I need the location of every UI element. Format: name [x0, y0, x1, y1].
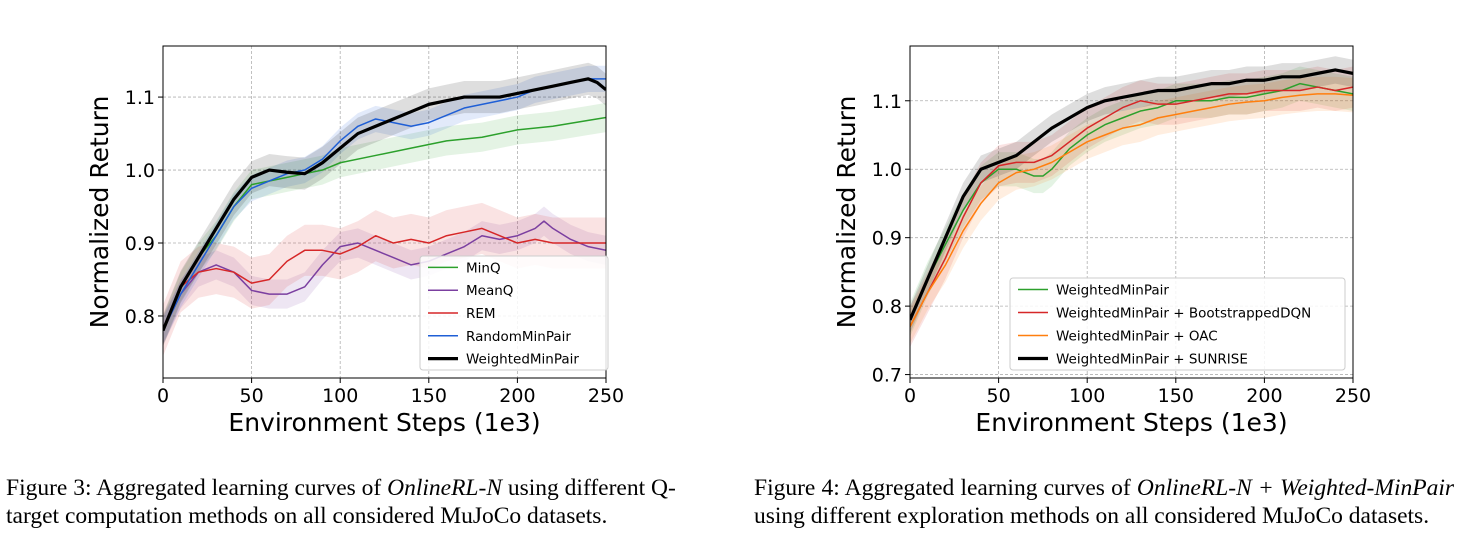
plot-area [163, 62, 606, 357]
plot-area [910, 56, 1353, 348]
legend-label-weightedminpair-bootstrappeddqn: WeightedMinPair + BootstrappedDQN [1056, 306, 1311, 322]
confidence-band-minq [163, 102, 606, 346]
series-line-weightedminpair [163, 77, 606, 332]
figure-3-caption: Figure 3: Aggregated learning curves of … [6, 474, 726, 530]
confidence-band-weightedminpair [910, 66, 1353, 337]
y-tick-label: 1.1 [872, 91, 902, 113]
x-tick-label: 100 [1069, 385, 1105, 407]
confidence-band-weightedminpair-oac [910, 76, 1353, 344]
figure-4-caption: Figure 4: Aggregated learning curves of … [754, 474, 1454, 530]
legend-label-minq: MinQ [466, 260, 501, 276]
x-axis-label: Environment Steps (1e3) [975, 408, 1287, 437]
y-tick-label: 1.0 [872, 159, 902, 181]
legend-label-weightedminpair-sunrise: WeightedMinPair + SUNRISE [1056, 352, 1248, 368]
legend-label-weightedminpair-oac: WeightedMinPair + OAC [1056, 329, 1218, 345]
series-line-weightedminpair [910, 82, 1353, 321]
x-tick-label: 150 [1158, 385, 1194, 407]
confidence-band-weightedminpair-sunrise [910, 56, 1353, 334]
y-tick-label: 1.0 [125, 160, 155, 182]
figure-3-caption-method: OnlineRL-N [387, 475, 502, 501]
axes-frame [162, 45, 607, 379]
x-tick-label: 200 [499, 385, 535, 407]
y-tick-label: 0.8 [872, 296, 902, 318]
legend-box [1009, 277, 1346, 371]
legend-label-weightedminpair: WeightedMinPair [1056, 283, 1169, 299]
x-tick-label: 250 [588, 385, 624, 407]
series-line-weightedminpair-sunrise [910, 68, 1353, 321]
figure-4-chart: 0 50 100 150 200 250 0.7 0.8 0.9 1.0 1.1 Environmen… [832, 45, 1371, 437]
x-tick-label: 50 [987, 385, 1011, 407]
legend: WeightedMinPair WeightedMinPair + Bootstr… [1009, 277, 1346, 371]
legend-label-rem: REM [466, 306, 496, 322]
y-tick-label: 0.8 [125, 306, 155, 328]
confidence-band-rem [163, 202, 606, 357]
figure-3-caption-rest: using different Q-target computation met… [6, 475, 676, 529]
x-tick-label: 0 [904, 385, 916, 407]
y-tick-label: 0.9 [872, 228, 902, 250]
x-tick-label: 250 [1335, 385, 1371, 407]
series-line-rem [163, 227, 606, 331]
x-tick-label: 50 [240, 385, 264, 407]
y-tick-label: 0.7 [872, 365, 902, 387]
y-axis-label: Normalized Return [832, 96, 861, 329]
confidence-band-weightedminpair [163, 62, 606, 347]
series-line-meanq [163, 220, 606, 331]
x-tick-label: 0 [157, 385, 169, 407]
figure-4-caption-method: OnlineRL-N + Weighted-MinPair [1136, 475, 1454, 501]
figure-panels: 0 50 100 150 200 250 0.8 0.9 1.0 1.1 Environment S… [85, 45, 1371, 437]
series-line-weightedminpair-bootstrappeddqn [910, 86, 1353, 328]
legend-label-weightedminpair: WeightedMinPair [466, 352, 579, 368]
legend-label-meanq: MeanQ [466, 283, 513, 299]
figure-4-caption-rest: using different exploration methods on a… [754, 503, 1430, 529]
axes-frame [909, 45, 1354, 379]
series-line-weightedminpair-oac [910, 93, 1353, 328]
x-tick-label: 100 [322, 385, 358, 407]
y-tick-label: 0.9 [125, 233, 155, 255]
x-axis-label: Environment Steps (1e3) [228, 408, 540, 437]
x-tick-label: 200 [1246, 385, 1282, 407]
legend-box [419, 255, 609, 371]
legend: MinQ MeanQ REM RandomMinPair WeightedMinPair [419, 255, 609, 371]
y-axis-label: Normalized Return [85, 96, 114, 329]
y-tick-label: 1.1 [125, 87, 155, 109]
confidence-band-meanq [163, 206, 606, 346]
figure-3-caption-label: Figure 3: Aggregated learning curves of [6, 475, 388, 501]
figure-3-chart: 0 50 100 150 200 250 0.8 0.9 1.0 1.1 Environment S… [85, 45, 624, 437]
figure-4-caption-label: Figure 4: Aggregated learning curves of [754, 475, 1137, 501]
x-tick-label: 150 [411, 385, 447, 407]
legend-label-randomminpair: RandomMinPair [466, 329, 571, 345]
